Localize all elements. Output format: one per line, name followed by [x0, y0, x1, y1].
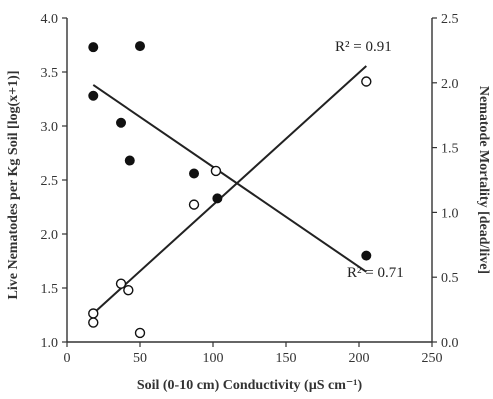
live-nematodes-trendline [92, 84, 367, 273]
mortality-point [134, 327, 146, 339]
r-squared-live-nematodes: R² = 0.71 [347, 265, 404, 281]
mortality-trendline [92, 65, 367, 315]
x-axis-title: Soil (0-10 cm) Conductivity (µS cm⁻¹) [137, 378, 363, 393]
mortality-point [188, 199, 200, 210]
y-left-tick-label: 1.5 [41, 282, 59, 297]
y-right-tick-label: 2.0 [441, 77, 459, 92]
y-left-tick-label: 4.0 [41, 12, 59, 27]
axes [66, 18, 433, 343]
mortality-point [88, 317, 99, 328]
live-nematodes-point [135, 41, 145, 52]
mortality-point [115, 278, 127, 289]
live-nematodes-point [88, 90, 99, 101]
mortality-point [210, 165, 222, 177]
y-left-tick-label: 1.0 [41, 336, 59, 351]
x-tick-label: 0 [64, 351, 71, 366]
y-right-tick-label: 0.5 [441, 271, 459, 286]
y-right-tick-label: 2.5 [441, 12, 459, 27]
y-left-tick-label: 3.5 [41, 66, 59, 81]
y-right-tick-label: 1.5 [441, 142, 459, 157]
mortality-point [88, 308, 99, 319]
y-left-tick-label: 2.5 [41, 174, 59, 189]
x-tick-label: 200 [349, 351, 370, 366]
y-left-axis-title: Live Nematodes per Kg Soil [log(x+1)] [6, 71, 21, 300]
r-squared-mortality: R² = 0.91 [335, 39, 392, 55]
mortality-point [123, 284, 134, 296]
y-left-tick-label: 3.0 [41, 120, 59, 135]
mortality-point [361, 76, 372, 87]
x-tick-label: 150 [276, 351, 297, 366]
x-tick-label: 250 [422, 351, 443, 366]
x-tick-label: 100 [203, 351, 224, 366]
ticks: 0 50 100 150 200 250 1.0 1.5 2.0 2.5 3.0 3.5 4.0 0.0 0… [41, 12, 459, 366]
y-right-tick-label: 0.0 [441, 336, 459, 351]
y-right-axis-title: Nematode Mortality [dead/live] [476, 86, 491, 274]
live-nematodes-point [88, 42, 99, 53]
data-points [88, 41, 372, 339]
y-left-tick-label: 2.0 [41, 228, 59, 243]
live-nematodes-point [116, 117, 127, 128]
trendlines [92, 65, 367, 315]
live-nematodes-point [124, 155, 135, 166]
live-nematodes-point [189, 168, 200, 179]
live-nematodes-point [361, 250, 372, 261]
labels: R² = 0.91 R² = 0.71 Soil (0-10 cm) Conduct… [6, 39, 491, 393]
y-right-tick-label: 1.0 [441, 206, 459, 221]
x-tick-label: 50 [133, 351, 147, 366]
live-nematodes-point [212, 193, 223, 204]
